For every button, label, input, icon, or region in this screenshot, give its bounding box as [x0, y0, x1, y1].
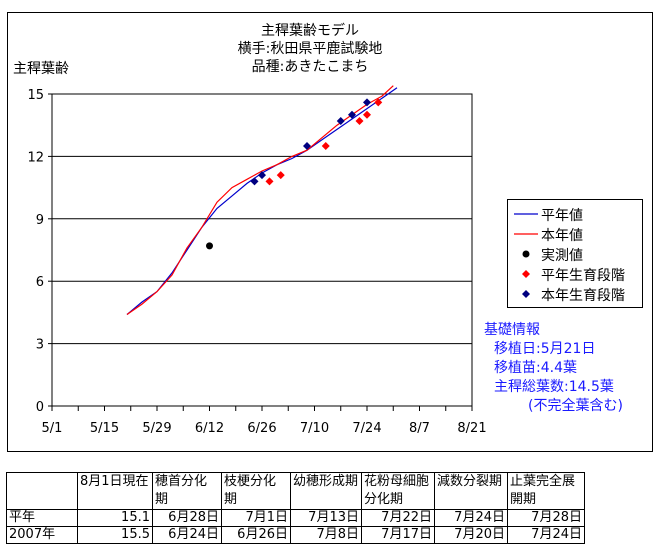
table-cell: 7月22日: [361, 509, 435, 527]
chart-title-line-2: 横手:秋田県平鹿試験地: [237, 41, 383, 57]
table-cell: 平年: [6, 509, 78, 527]
legend-item-normal-stage: 平年生育段階: [508, 264, 642, 284]
legend-label: 本年値: [541, 228, 583, 244]
x-tick-label: 5/15: [90, 421, 119, 436]
legend-label: 平年値: [541, 208, 583, 224]
table-cell: 2007年: [6, 526, 78, 544]
x-tick-label: 8/21: [457, 421, 486, 436]
data-point-diamond: [303, 142, 311, 150]
data-point-diamond: [355, 117, 364, 126]
table-cell: 7月1日: [221, 509, 291, 527]
info-seedling: 移植苗:4.4葉: [494, 360, 577, 376]
data-point-diamond: [258, 171, 266, 180]
y-tick-label: 0: [36, 400, 44, 415]
data-point-diamond: [321, 142, 330, 150]
x-tick-label: 7/24: [352, 421, 381, 436]
legend-label: 平年生育段階: [541, 268, 625, 284]
data-point-diamond: [265, 177, 274, 186]
series-line: [126, 85, 394, 315]
legend-item-current-stage: 本年生育段階: [508, 284, 642, 304]
table-cell: 6月24日: [152, 526, 222, 544]
table-header-cell: 花粉母細胞分化期: [361, 472, 435, 510]
table-cell: 7月28日: [507, 509, 585, 527]
data-point-circle: [206, 242, 213, 250]
y-tick-label: 6: [36, 275, 44, 290]
table-cell: 7月17日: [361, 526, 435, 544]
plot-area: [51, 93, 473, 407]
table-header-cell: 減数分裂期: [434, 472, 508, 510]
table-header-cell: 枝梗分化期: [221, 472, 291, 510]
table-header-cell: 幼穂形成期: [290, 472, 362, 510]
chart-title-line-1: 主稈葉齢モデル: [261, 23, 359, 39]
table-cell: 6月28日: [152, 509, 222, 527]
table-header-cell: [6, 472, 78, 510]
table-cell: 7月24日: [434, 509, 508, 527]
table-row: 平年 15.1 6月28日 7月1日 7月13日 7月22日 7月24日 7月2…: [6, 509, 585, 527]
legend-label: 実測値: [541, 248, 583, 264]
legend-circle-marker: [522, 250, 530, 258]
data-point-diamond: [336, 117, 345, 126]
table-cell: 7月13日: [290, 509, 362, 527]
legend-line-blue: [514, 213, 538, 215]
legend-item-measured: 実測値: [508, 244, 642, 264]
info-transplant-date: 移植日:5月21日: [494, 341, 596, 357]
x-tick-label: 5/1: [42, 421, 63, 436]
table-cell: 7月20日: [434, 526, 508, 544]
y-axis-label: 主稈葉齢: [13, 61, 69, 77]
growth-stage-table: 8月1日現在 穂首分化期 枝梗分化期 幼穂形成期 花粉母細胞分化期 減数分裂期 …: [6, 472, 585, 544]
info-total-leaves: 主稈総葉数:14.5葉: [494, 379, 614, 395]
data-point-diamond: [348, 110, 356, 119]
y-tick-label: 3: [36, 338, 44, 353]
legend-item-current-line: 本年値: [508, 224, 642, 244]
x-tick-label: 6/12: [195, 421, 224, 436]
legend-diamond-navy: [522, 290, 530, 298]
table-cell: 15.5: [77, 526, 153, 544]
x-tick-label: 8/7: [409, 421, 430, 436]
table-row: 2007年 15.5 6月24日 6月26日 7月8日 7月17日 7月20日 …: [6, 526, 585, 544]
chart-plot: 0 3 6 9 12 15 5/1 5/15 5/29 6/12 6/26 7/10 7/24 8/7 8/…: [27, 85, 487, 436]
table-cell: 7月8日: [290, 526, 362, 544]
legend-line-red: [514, 233, 538, 235]
table-header-row: 8月1日現在 穂首分化期 枝梗分化期 幼穂形成期 花粉母細胞分化期 減数分裂期 …: [6, 472, 585, 510]
table-cell: 6月26日: [221, 526, 291, 544]
data-point-diamond: [363, 110, 371, 119]
data-point-diamond: [374, 98, 383, 107]
table-header-cell: 止葉完全展開期: [507, 472, 585, 510]
info-note: (不完全葉含む): [528, 398, 623, 414]
legend-item-normal-line: 平年値: [508, 204, 642, 224]
x-tick-label: 5/29: [142, 421, 171, 436]
x-tick-label: 7/10: [300, 421, 329, 436]
x-tick-label: 6/26: [247, 421, 276, 436]
y-tick-label: 12: [27, 150, 44, 165]
y-tick-label: 15: [27, 88, 44, 103]
legend: 平年値 本年値 実測値 平年生育段階 本年生育段階: [507, 199, 643, 308]
legend-diamond-red: [522, 270, 530, 278]
data-point-diamond: [363, 98, 371, 107]
data-point-diamond: [276, 171, 285, 180]
table-cell: 7月24日: [507, 526, 585, 544]
legend-label: 本年生育段階: [541, 288, 625, 304]
table-header-cell: 穂首分化期: [152, 472, 222, 510]
basic-info: 基礎情報 移植日:5月21日 移植苗:4.4葉 主稈総葉数:14.5葉 (不完全…: [484, 321, 623, 416]
table-header-cell: 8月1日現在: [77, 472, 153, 510]
info-heading: 基礎情報: [484, 322, 540, 338]
data-point-diamond: [250, 177, 259, 186]
y-tick-label: 9: [36, 213, 44, 228]
table-cell: 15.1: [77, 509, 153, 527]
chart-title-line-3: 品種:あきたこまち: [251, 59, 369, 75]
